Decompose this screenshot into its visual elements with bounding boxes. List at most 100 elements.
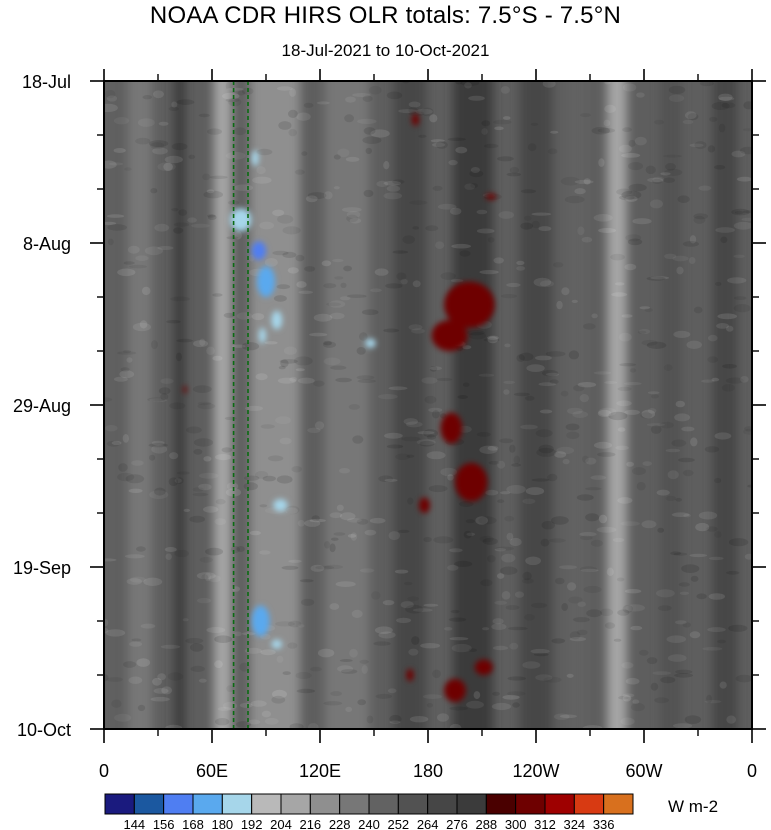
texture-speck xyxy=(357,699,367,706)
texture-speck xyxy=(619,363,637,367)
texture-speck xyxy=(497,499,505,504)
colorbar-level-label: 264 xyxy=(417,817,439,830)
texture-speck xyxy=(726,325,734,332)
texture-speck xyxy=(276,284,291,290)
texture-speck xyxy=(744,553,752,560)
texture-speck xyxy=(398,529,410,534)
texture-speck xyxy=(579,394,589,403)
colorbar-level-label: 192 xyxy=(241,817,263,830)
texture-speck xyxy=(282,226,301,235)
texture-speck xyxy=(711,377,720,382)
texture-speck xyxy=(620,717,635,726)
olr-band xyxy=(393,81,427,729)
texture-speck xyxy=(192,385,212,393)
texture-speck xyxy=(186,426,202,434)
texture-speck xyxy=(198,113,210,118)
texture-speck xyxy=(574,188,586,195)
texture-speck xyxy=(500,294,518,299)
texture-speck xyxy=(237,90,246,96)
olr-blob xyxy=(485,193,497,200)
texture-speck xyxy=(340,669,358,674)
texture-speck xyxy=(660,172,671,176)
texture-speck xyxy=(481,120,491,127)
texture-speck xyxy=(278,365,286,370)
texture-speck xyxy=(624,382,642,386)
texture-speck xyxy=(375,693,392,699)
texture-speck xyxy=(689,553,708,558)
texture-speck xyxy=(310,666,322,672)
texture-speck xyxy=(585,457,597,465)
texture-speck xyxy=(482,537,498,545)
texture-speck xyxy=(568,350,580,360)
texture-speck xyxy=(617,497,633,504)
texture-speck xyxy=(244,475,260,481)
texture-speck xyxy=(429,365,438,372)
texture-speck xyxy=(718,96,735,101)
texture-speck xyxy=(576,494,594,501)
texture-speck xyxy=(647,177,664,183)
texture-speck xyxy=(165,724,183,729)
texture-speck xyxy=(690,437,698,447)
texture-speck xyxy=(495,546,514,551)
texture-speck xyxy=(625,604,645,612)
texture-speck xyxy=(117,268,136,277)
texture-speck xyxy=(136,658,151,667)
texture-speck xyxy=(585,513,600,522)
texture-speck xyxy=(137,118,155,127)
texture-speck xyxy=(323,283,337,289)
texture-speck xyxy=(117,472,135,482)
texture-speck xyxy=(245,405,263,411)
texture-speck xyxy=(666,635,686,643)
texture-speck xyxy=(429,366,442,371)
texture-speck xyxy=(530,648,550,654)
texture-speck xyxy=(531,212,552,216)
texture-speck xyxy=(143,577,163,586)
texture-speck xyxy=(279,437,292,445)
texture-speck xyxy=(272,209,285,216)
texture-speck xyxy=(447,474,454,481)
texture-speck xyxy=(176,338,193,343)
colorbar-swatch xyxy=(133,793,165,815)
texture-speck xyxy=(234,231,242,240)
olr-blob xyxy=(230,208,252,232)
texture-speck xyxy=(171,101,178,108)
texture-speck xyxy=(385,283,403,289)
texture-speck xyxy=(645,165,656,175)
texture-speck xyxy=(720,236,728,244)
texture-speck xyxy=(451,243,472,249)
texture-speck xyxy=(522,571,532,581)
texture-speck xyxy=(668,85,686,95)
texture-speck xyxy=(664,168,683,176)
texture-speck xyxy=(282,671,291,675)
texture-speck xyxy=(639,328,651,335)
texture-speck xyxy=(280,359,289,368)
texture-speck xyxy=(518,352,534,361)
texture-speck xyxy=(173,227,184,234)
texture-speck xyxy=(128,676,143,684)
texture-speck xyxy=(682,622,692,628)
texture-speck xyxy=(733,254,745,258)
texture-speck xyxy=(341,207,362,213)
texture-speck xyxy=(277,214,294,224)
colorbar-swatch xyxy=(603,793,634,815)
texture-speck xyxy=(421,377,438,384)
texture-speck xyxy=(598,407,617,417)
texture-speck xyxy=(656,589,675,598)
texture-speck xyxy=(222,92,240,100)
texture-speck xyxy=(288,128,298,137)
texture-speck xyxy=(536,447,557,457)
texture-speck xyxy=(163,162,173,171)
texture-speck xyxy=(716,323,729,329)
texture-speck xyxy=(160,393,169,401)
texture-speck xyxy=(469,170,484,178)
olr-blob xyxy=(419,497,430,513)
texture-speck xyxy=(123,661,137,668)
texture-speck xyxy=(226,236,239,240)
texture-speck xyxy=(630,625,643,631)
texture-speck xyxy=(236,546,245,552)
olr-blob xyxy=(271,639,283,649)
texture-speck xyxy=(104,397,113,402)
texture-speck xyxy=(693,213,708,220)
texture-speck xyxy=(363,189,374,198)
texture-speck xyxy=(562,458,570,465)
